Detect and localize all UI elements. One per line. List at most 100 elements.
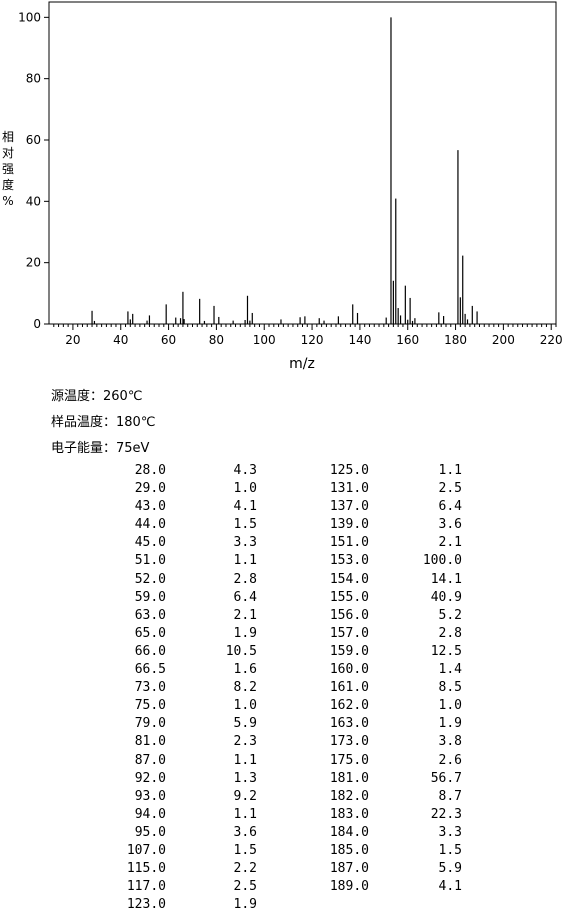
mz-cell: 153.0 [329, 553, 369, 569]
intensity-cell: 4.3 [233, 463, 257, 478]
intensity-cell: 6.4 [233, 589, 257, 605]
intensity-cell: 1.1 [233, 752, 257, 768]
table-row: 79.0 5.9 163.0 1.9 [0, 716, 570, 734]
mz-cell: 43.0 [134, 499, 166, 515]
intensity-cell: 1.6 [233, 662, 257, 678]
intensity-cell: 3.6 [438, 517, 462, 533]
mz-cell: 175.0 [329, 752, 369, 768]
intensity-cell: 3.8 [438, 734, 462, 750]
table-row: 75.0 1.0 162.0 1.0 [0, 698, 570, 716]
mz-cell: 123.0 [126, 897, 166, 913]
table-row: 66.5 1.6 160.0 1.4 [0, 662, 570, 680]
intensity-cell: 14.1 [430, 571, 462, 587]
x-tick-label: 180 [444, 333, 467, 347]
table-row: 107.0 1.5 185.0 1.5 [0, 843, 570, 861]
table-row: 94.0 1.1 183.0 22.3 [0, 807, 570, 825]
mz-cell: 155.0 [329, 589, 369, 605]
intensity-cell: 4.1 [233, 499, 257, 515]
mz-cell: 28.0 [134, 463, 166, 478]
mz-cell: 181.0 [329, 770, 369, 786]
table-row: 65.0 1.9 157.0 2.8 [0, 626, 570, 644]
y-tick-label: 20 [26, 256, 41, 270]
mz-cell: 95.0 [134, 824, 166, 840]
mz-cell: 154.0 [329, 571, 369, 587]
intensity-cell: 1.1 [233, 553, 257, 569]
y-tick-label: 0 [33, 317, 41, 331]
intensity-cell: 2.5 [233, 879, 257, 895]
table-row: 51.0 1.1 153.0 100.0 [0, 553, 570, 571]
mz-cell: 75.0 [134, 698, 166, 714]
mz-cell: 151.0 [329, 535, 369, 551]
intensity-cell: 6.4 [438, 499, 462, 515]
mz-cell: 66.0 [134, 643, 166, 659]
x-tick-label: 220 [540, 333, 563, 347]
mz-cell: 161.0 [329, 680, 369, 696]
mz-cell: 157.0 [329, 625, 369, 641]
intensity-cell: 3.6 [233, 824, 257, 840]
x-axis-ticks: 20 40 60 80 100 120 140 160 180 200 220 [65, 324, 563, 347]
intensity-cell: 12.5 [430, 643, 462, 659]
intensity-cell: 1.0 [233, 698, 257, 714]
table-row: 123.0 1.9 [0, 897, 570, 915]
intensity-cell: 4.1 [438, 879, 462, 895]
table-row: 28.0 4.3 125.0 1.1 [0, 463, 570, 481]
mz-cell: 81.0 [134, 734, 166, 750]
intensity-cell: 1.4 [438, 662, 462, 678]
mz-cell: 73.0 [134, 680, 166, 696]
intensity-cell: 8.5 [438, 680, 462, 696]
intensity-cell: 22.3 [430, 806, 462, 822]
y-tick-label: 40 [26, 194, 41, 208]
table-row: 81.0 2.3 173.0 3.8 [0, 734, 570, 752]
table-row: 95.0 3.6 184.0 3.3 [0, 825, 570, 843]
intensity-cell: 3.3 [438, 824, 462, 840]
table-row: 52.0 2.8 154.0 14.1 [0, 572, 570, 590]
mz-cell: 160.0 [329, 662, 369, 678]
x-tick-label: 40 [113, 333, 128, 347]
peak-bars [91, 17, 478, 324]
intensity-cell: 1.5 [233, 842, 257, 858]
mz-cell: 137.0 [329, 499, 369, 515]
intensity-cell: 1.5 [438, 842, 462, 858]
mz-cell: 117.0 [126, 879, 166, 895]
y-axis-label-char: 相 [2, 130, 14, 144]
intensity-cell: 10.5 [225, 643, 257, 659]
table-row: 29.0 1.0 131.0 2.5 [0, 481, 570, 499]
intensity-cell: 1.9 [233, 897, 257, 913]
x-axis-minor-ticks [53, 324, 557, 327]
intensity-cell: 56.7 [430, 770, 462, 786]
mz-cell: 29.0 [134, 481, 166, 497]
x-axis-label: m/z [289, 356, 315, 372]
y-axis-label-char: % [2, 194, 13, 208]
intensity-cell: 2.1 [233, 607, 257, 623]
mz-cell: 173.0 [329, 734, 369, 750]
mz-cell: 94.0 [134, 806, 166, 822]
intensity-cell: 40.9 [430, 589, 462, 605]
table-row: 87.0 1.1 175.0 2.6 [0, 753, 570, 771]
table-row: 44.0 1.5 139.0 3.6 [0, 517, 570, 535]
mz-cell: 45.0 [134, 535, 166, 551]
intensity-cell: 2.6 [438, 752, 462, 768]
intensity-cell: 2.8 [438, 625, 462, 641]
intensity-cell: 2.3 [233, 734, 257, 750]
x-tick-label: 120 [301, 333, 324, 347]
intensity-cell: 8.7 [438, 788, 462, 804]
mz-cell: 65.0 [134, 625, 166, 641]
x-tick-label: 140 [348, 333, 371, 347]
table-row: 92.0 1.3 181.0 56.7 [0, 771, 570, 789]
mz-cell: 107.0 [126, 842, 166, 858]
intensity-cell: 1.9 [233, 625, 257, 641]
mz-cell: 59.0 [134, 589, 166, 605]
intensity-cell: 100.0 [422, 553, 462, 569]
y-tick-label: 80 [26, 72, 41, 86]
intensity-cell: 1.0 [233, 481, 257, 497]
table-row: 43.0 4.1 137.0 6.4 [0, 499, 570, 517]
mz-cell: 115.0 [126, 861, 166, 877]
mz-cell: 187.0 [329, 861, 369, 877]
intensity-cell: 2.1 [438, 535, 462, 551]
y-tick-label: 60 [26, 133, 41, 147]
table-row: 93.0 9.2 182.0 8.7 [0, 789, 570, 807]
sample-temperature: 样品温度：180℃ [51, 415, 156, 430]
table-row: 117.0 2.5 189.0 4.1 [0, 879, 570, 897]
